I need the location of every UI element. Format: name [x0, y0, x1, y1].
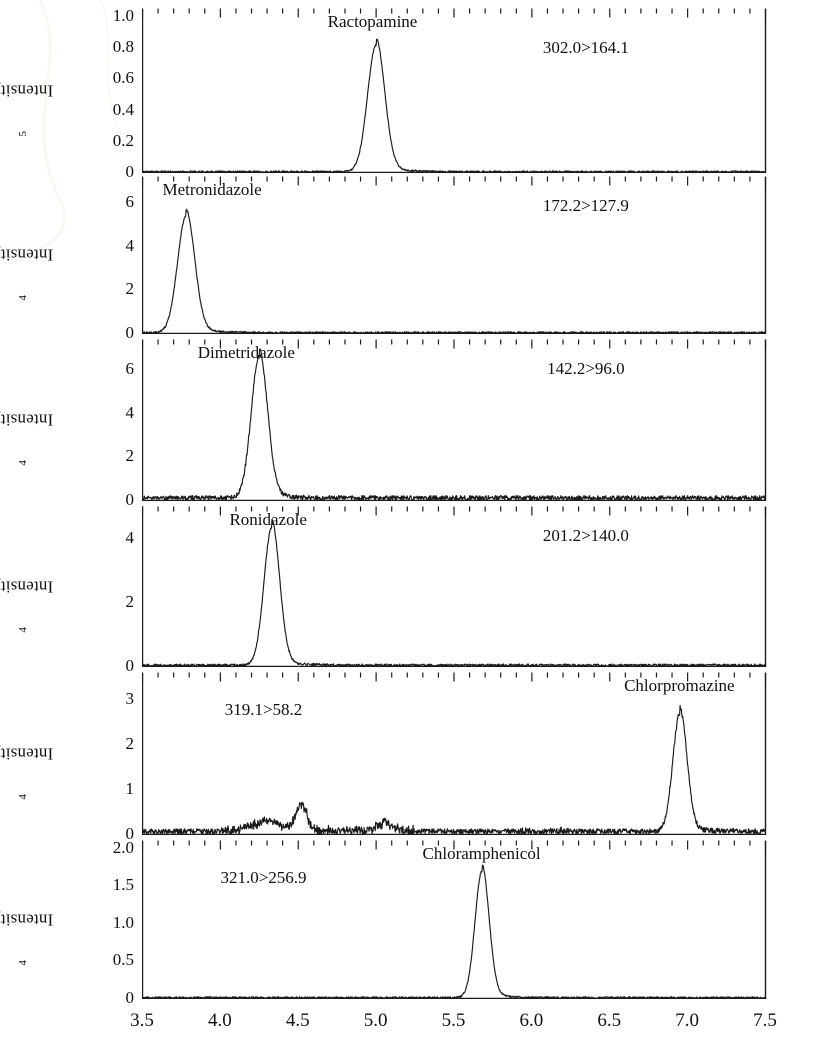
y-tick-label: 0.2 — [112, 130, 134, 150]
y-tick-labels: 0 2 4 6 — [40, 339, 135, 509]
y-tick-label: 0.6 — [112, 68, 134, 88]
compound-label: Chlorpromazine — [624, 676, 735, 695]
y-axis-title: Intensity / 105 — [0, 8, 53, 172]
y-tick-label: 2.0 — [112, 837, 134, 857]
panel-metronidazole: Intensity / 104 0 2 4 6 Metronidazole 172.2>12… — [0, 176, 840, 342]
panel-ractopamine: Intensity / 105 0 0.2 0.4 0.6 0.8 1.0 Ractopami… — [0, 5, 840, 181]
chromatogram-trace — [142, 38, 766, 173]
y-axis-exponent: 4 — [16, 460, 29, 466]
compound-label: Dimetridazole — [197, 343, 295, 362]
y-axis-exponent: 4 — [16, 295, 29, 301]
panel-chlorpromazine: Intensity / 104 0 1 2 3 Chlorpromazine 319.1>5… — [0, 672, 840, 843]
x-tick-label: 3.5 — [130, 1010, 154, 1031]
plot-area — [142, 339, 767, 501]
y-tick-label: 0 — [125, 323, 135, 342]
y-tick-label: 0.8 — [112, 37, 134, 57]
y-axis-exponent: 4 — [16, 626, 29, 633]
chromatogram-trace — [142, 518, 766, 667]
y-tick-label: 0 — [125, 988, 135, 1007]
y-tick-label: 1.0 — [112, 5, 134, 25]
y-tick-label: 3 — [125, 689, 135, 708]
x-tick-label: 7.5 — [753, 1010, 777, 1031]
mrm-transition-label: 142.2>96.0 — [547, 359, 625, 378]
plot-area — [142, 506, 767, 667]
y-tick-label: 2 — [125, 279, 135, 299]
x-tick-labels: 3.5 4.0 4.5 5.0 5.5 6.0 6.5 7.0 7.5 — [0, 1010, 840, 1040]
y-tick-label: 0 — [125, 656, 135, 675]
chromatogram-trace — [142, 864, 766, 999]
y-tick-label: 0 — [125, 824, 135, 843]
panel-ronidazole: Intensity / 104 0 2 4 Ronidazole 201.2>140.0 — [0, 506, 840, 675]
mrm-transition-label: 302.0>164.1 — [542, 38, 629, 57]
y-tick-labels: 0 0.5 1.0 1.5 2.0 — [40, 837, 134, 1007]
x-tick-label: 5.0 — [363, 1010, 388, 1031]
chromatogram-trace — [142, 704, 767, 835]
y-axis-exponent: 4 — [16, 959, 29, 966]
y-tick-labels: 0 0.2 0.4 0.6 0.8 1.0 — [40, 5, 134, 181]
x-tick-label: 5.5 — [441, 1010, 466, 1031]
panel-chloramphenicol: Intensity / 104 0 0.5 1.0 1.5 2.0 Chlorampheni… — [0, 837, 840, 1007]
y-tick-label: 2 — [125, 734, 135, 753]
y-tick-label: 4 — [125, 528, 135, 547]
y-tick-labels: 0 1 2 3 — [40, 672, 135, 843]
y-tick-label: 0.5 — [112, 950, 134, 970]
y-axis-title: Intensity / 104 — [0, 339, 53, 500]
plot-area — [142, 8, 767, 173]
mrm-transition-label: 201.2>140.0 — [542, 526, 629, 545]
y-tick-label: 1.5 — [112, 875, 134, 895]
y-tick-label: 2 — [125, 446, 135, 466]
y-tick-label: 0.4 — [112, 99, 134, 119]
y-tick-label: 2 — [125, 592, 135, 611]
compound-label: Ronidazole — [229, 510, 307, 529]
compound-label: Ractopamine — [327, 12, 418, 31]
y-tick-labels: 0 2 4 — [40, 506, 135, 675]
plot-area — [142, 672, 767, 835]
y-axis-title: Intensity / 104 — [0, 176, 53, 333]
y-tick-label: 6 — [125, 359, 135, 379]
y-tick-label: 4 — [125, 402, 135, 422]
y-axis-title: Intensity / 104 — [0, 672, 53, 834]
chromatogram-trace — [142, 348, 767, 501]
x-tick-label: 6.0 — [519, 1010, 544, 1031]
x-tick-label: 4.5 — [285, 1010, 310, 1031]
mrm-transition-label: 319.1>58.2 — [224, 700, 303, 719]
compound-label: Metronidazole — [162, 180, 262, 199]
y-tick-labels: 0 2 4 6 — [40, 176, 135, 342]
y-tick-label: 0 — [125, 162, 135, 181]
x-tick-label: 6.5 — [597, 1010, 622, 1031]
mrm-transition-label: 321.0>256.9 — [220, 868, 307, 887]
y-tick-label: 1.0 — [112, 912, 134, 932]
y-tick-label: 6 — [125, 192, 135, 212]
compound-label: Chloramphenicol — [422, 844, 541, 863]
mrm-transition-label: 172.2>127.9 — [542, 196, 629, 215]
y-tick-label: 4 — [125, 235, 135, 255]
y-tick-label: 0 — [125, 490, 135, 509]
y-tick-label: 1 — [125, 779, 135, 798]
chromatogram-trace — [142, 208, 766, 334]
plot-area — [142, 176, 767, 334]
y-axis-title: Intensity / 104 — [0, 506, 53, 666]
y-axis-exponent: 5 — [16, 130, 29, 137]
x-tick-label: 7.0 — [675, 1010, 699, 1031]
panel-dimetridazole: Intensity / 104 0 2 4 6 Dimetridazole 142.2>96… — [0, 339, 840, 509]
plot-area — [142, 840, 767, 999]
x-tick-label: 4.0 — [208, 1010, 232, 1031]
y-axis-exponent: 4 — [16, 793, 29, 800]
y-axis-title: Intensity / 104 — [0, 840, 53, 998]
